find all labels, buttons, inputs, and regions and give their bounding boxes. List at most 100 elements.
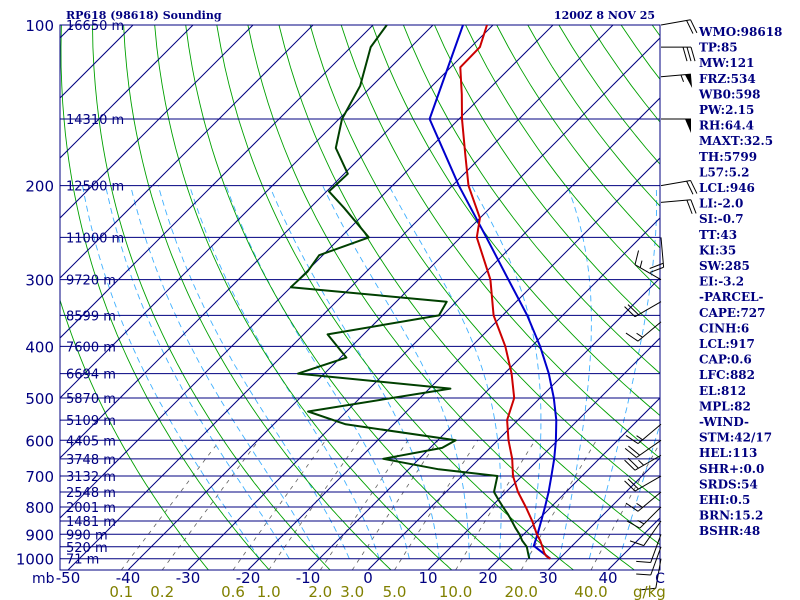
moist-adiabat — [225, 185, 410, 559]
mixing-ratio-line — [455, 440, 536, 570]
index-value: LFC:882 — [699, 368, 755, 382]
wind-barb — [625, 491, 662, 512]
mixing-ratio-label: 0.2 — [150, 583, 174, 600]
index-value: LI:-2.0 — [699, 197, 743, 211]
pressure-tick-label: 700 — [25, 468, 54, 486]
mixing-ratio-line — [268, 440, 360, 570]
isotherm-line — [67, 25, 614, 570]
isotherm-line — [60, 25, 374, 339]
height-label: 3132 m — [66, 470, 116, 485]
chart-title: RP618 (98618) Sounding — [66, 9, 222, 22]
temperature-tick-label: -30 — [176, 569, 201, 587]
temperature-tick-label: -20 — [236, 569, 261, 587]
index-value: PW:2.15 — [699, 103, 754, 117]
index-value: KI:35 — [699, 243, 736, 257]
dry-adiabat — [185, 25, 513, 570]
index-value: BSHR:48 — [699, 524, 760, 538]
index-value: MPL:82 — [699, 399, 751, 413]
index-value: CINH:6 — [699, 321, 749, 335]
moist-adiabat — [388, 185, 502, 559]
mixing-ratio-label: 2.0 — [308, 583, 332, 600]
mixing-ratio-line — [520, 440, 597, 570]
pressure-tick-label: 600 — [25, 432, 54, 450]
mixing-ratio-label: 20.0 — [504, 583, 537, 600]
temperature-tick-label: -10 — [296, 569, 321, 587]
mixing-ratio-line — [394, 440, 479, 570]
index-value: HEL:113 — [699, 446, 757, 460]
pressure-tick-label: 800 — [25, 499, 54, 517]
height-label: 520 m — [66, 541, 108, 556]
dry-adiabat — [309, 25, 660, 502]
wind-barb — [636, 534, 662, 563]
wind-barb — [660, 19, 698, 34]
index-value: LCL:917 — [699, 337, 755, 351]
index-value: MAXT:32.5 — [699, 134, 773, 148]
mixing-ratio-line — [232, 440, 327, 570]
dry-adiabat — [278, 25, 660, 546]
isotherm-line — [487, 397, 660, 570]
dry-adiabat — [434, 25, 660, 332]
height-label: 2548 m — [66, 486, 116, 501]
wind-barb — [624, 439, 662, 458]
wind-barb — [626, 506, 662, 529]
mixing-ratio-line — [351, 440, 439, 570]
index-value: RH:64.4 — [699, 119, 754, 133]
chart-datetime: 1200Z 8 NOV 25 — [554, 9, 655, 22]
isotherm-line — [187, 97, 660, 570]
pressure-tick-label: 900 — [25, 526, 54, 544]
height-labels: 16650 m 14310 m 12500 m 11000 m 9720 m 8599 m… — [66, 19, 124, 568]
index-value: SHR+:0.0 — [699, 462, 764, 476]
isotherm-line — [367, 277, 660, 570]
wind-barbs — [624, 19, 698, 591]
isobars — [60, 25, 660, 560]
wind-barb — [636, 546, 662, 576]
index-value: STM:42/17 — [699, 431, 772, 445]
moist-adiabat — [130, 185, 320, 559]
height-label: 6694 m — [66, 368, 116, 383]
height-label: 5109 m — [66, 414, 116, 429]
index-value: -PARCEL- — [699, 290, 764, 304]
index-value: EHI:0.5 — [699, 493, 750, 507]
height-label: 9720 m — [66, 274, 116, 289]
index-value: SRDS:54 — [699, 477, 758, 491]
moist-adiabat — [322, 185, 470, 559]
isotherm-line — [60, 25, 194, 159]
isotherm-line — [247, 157, 660, 570]
index-value: EL:812 — [699, 384, 746, 398]
dry-adiabat — [92, 25, 331, 570]
isotherm-line — [60, 25, 494, 459]
mixing-ratio-label: 0.1 — [109, 583, 133, 600]
height-label: 3748 m — [66, 453, 116, 468]
temperature-axis-labels: -50 -40 -30 -20 -10 0 10 20 30 40 — [56, 569, 618, 587]
mixing-ratio-label: 3.0 — [340, 583, 364, 600]
dewpoint-line — [289, 25, 531, 559]
height-label: 7600 m — [66, 340, 116, 355]
index-value: FRZ:534 — [699, 72, 756, 86]
pressure-axis-labels: 100 200 300 400 500 600 700 800 900 1000 — [16, 17, 54, 569]
height-label: 2001 m — [66, 501, 116, 516]
temperature-tick-label: 30 — [538, 569, 557, 587]
index-value: EI:-3.2 — [699, 275, 744, 289]
height-label: 16650 m — [66, 19, 124, 34]
pressure-tick-label: 300 — [25, 272, 54, 290]
mixing-ratio-line — [120, 440, 221, 570]
height-label: 5870 m — [66, 392, 116, 407]
wind-barb — [661, 46, 696, 62]
dry-adiabat — [154, 25, 453, 570]
index-value: TT:43 — [699, 228, 737, 242]
height-label: 1481 m — [66, 515, 116, 530]
wind-barb — [624, 301, 662, 318]
temperature-tick-label: -50 — [56, 569, 81, 587]
moist-adiabat — [157, 185, 350, 559]
wind-barb — [625, 423, 662, 444]
index-value: WMO:98618 — [698, 25, 782, 39]
background-lines — [60, 25, 660, 570]
mixing-ratio-line — [161, 440, 260, 570]
mixing-ratio-label: 0.6 — [221, 583, 245, 600]
index-value: SI:-0.7 — [699, 212, 744, 226]
isotherm-line — [60, 25, 254, 219]
dry-adiabat — [402, 25, 660, 374]
isotherm-line — [60, 25, 314, 279]
